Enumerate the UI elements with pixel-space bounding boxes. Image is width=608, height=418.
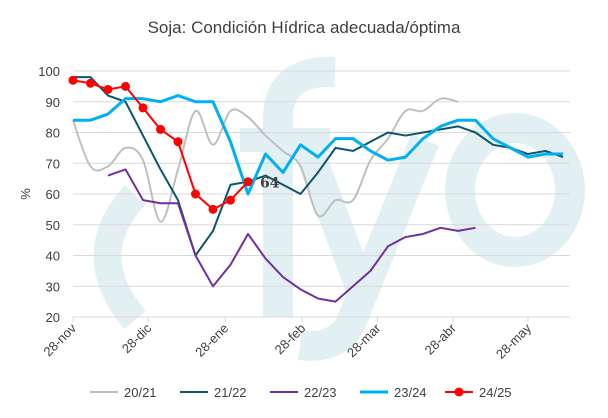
data-point-24-25 bbox=[208, 204, 218, 214]
chart-title: Soja: Condición Hídrica adecuada/óptima bbox=[147, 18, 461, 37]
legend-item: 23/24 bbox=[360, 385, 427, 400]
y-tick-label: 60 bbox=[46, 187, 60, 202]
watermark-paren-shape bbox=[93, 185, 146, 330]
x-tick-label: 28-nov bbox=[40, 320, 79, 359]
watermark-o-shape bbox=[445, 113, 585, 267]
y-tick-label: 80 bbox=[46, 126, 60, 141]
data-point-24-25 bbox=[103, 84, 113, 94]
y-tick-label: 90 bbox=[46, 95, 60, 110]
data-point-24-25 bbox=[191, 189, 200, 199]
fyo-watermark-logo bbox=[93, 56, 585, 361]
series-line-23-24 bbox=[73, 94, 563, 196]
data-point-24-25 bbox=[173, 137, 183, 147]
legend-item: 20/21 bbox=[90, 385, 157, 400]
legend-item: 22/23 bbox=[270, 385, 337, 400]
y-axis-label: % bbox=[18, 188, 33, 200]
x-tick-label: 28-may bbox=[493, 320, 535, 362]
data-point-24-25 bbox=[156, 124, 165, 134]
y-tick-label: 70 bbox=[46, 156, 60, 171]
legend-label: 21/22 bbox=[214, 385, 247, 400]
y-tick-label: 50 bbox=[46, 218, 60, 233]
series-line-21-22 bbox=[73, 76, 564, 257]
x-tick-label: 28-abr bbox=[422, 320, 460, 358]
data-point-24-25 bbox=[226, 195, 235, 205]
legend-label: 23/24 bbox=[394, 385, 427, 400]
legend-item: 21/22 bbox=[180, 385, 247, 400]
legend-label: 22/23 bbox=[304, 385, 337, 400]
legend-item: 24/25 bbox=[445, 385, 512, 400]
series-line-22-23 bbox=[107, 168, 476, 303]
data-point-24-25 bbox=[68, 75, 78, 85]
watermark-f-shape bbox=[263, 56, 336, 317]
y-tick-label: 20 bbox=[46, 310, 60, 325]
y-tick-label: 100 bbox=[38, 64, 60, 79]
legend-label: 24/25 bbox=[479, 385, 512, 400]
series-line-20-21 bbox=[72, 97, 459, 223]
data-label: 64 bbox=[260, 176, 280, 192]
y-tick-label: 30 bbox=[46, 279, 60, 294]
data-point-24-25 bbox=[121, 81, 130, 91]
data-point-24-25 bbox=[86, 78, 95, 88]
legend-label: 20/21 bbox=[124, 385, 157, 400]
legend-marker bbox=[454, 387, 464, 397]
x-tick-label: 28-ene bbox=[192, 321, 231, 360]
y-tick-label: 40 bbox=[46, 249, 60, 264]
data-point-24-25 bbox=[243, 177, 253, 187]
data-point-24-25 bbox=[138, 103, 148, 113]
series-line-24-25 bbox=[72, 79, 249, 211]
watermark-y-right-shape bbox=[297, 134, 439, 361]
